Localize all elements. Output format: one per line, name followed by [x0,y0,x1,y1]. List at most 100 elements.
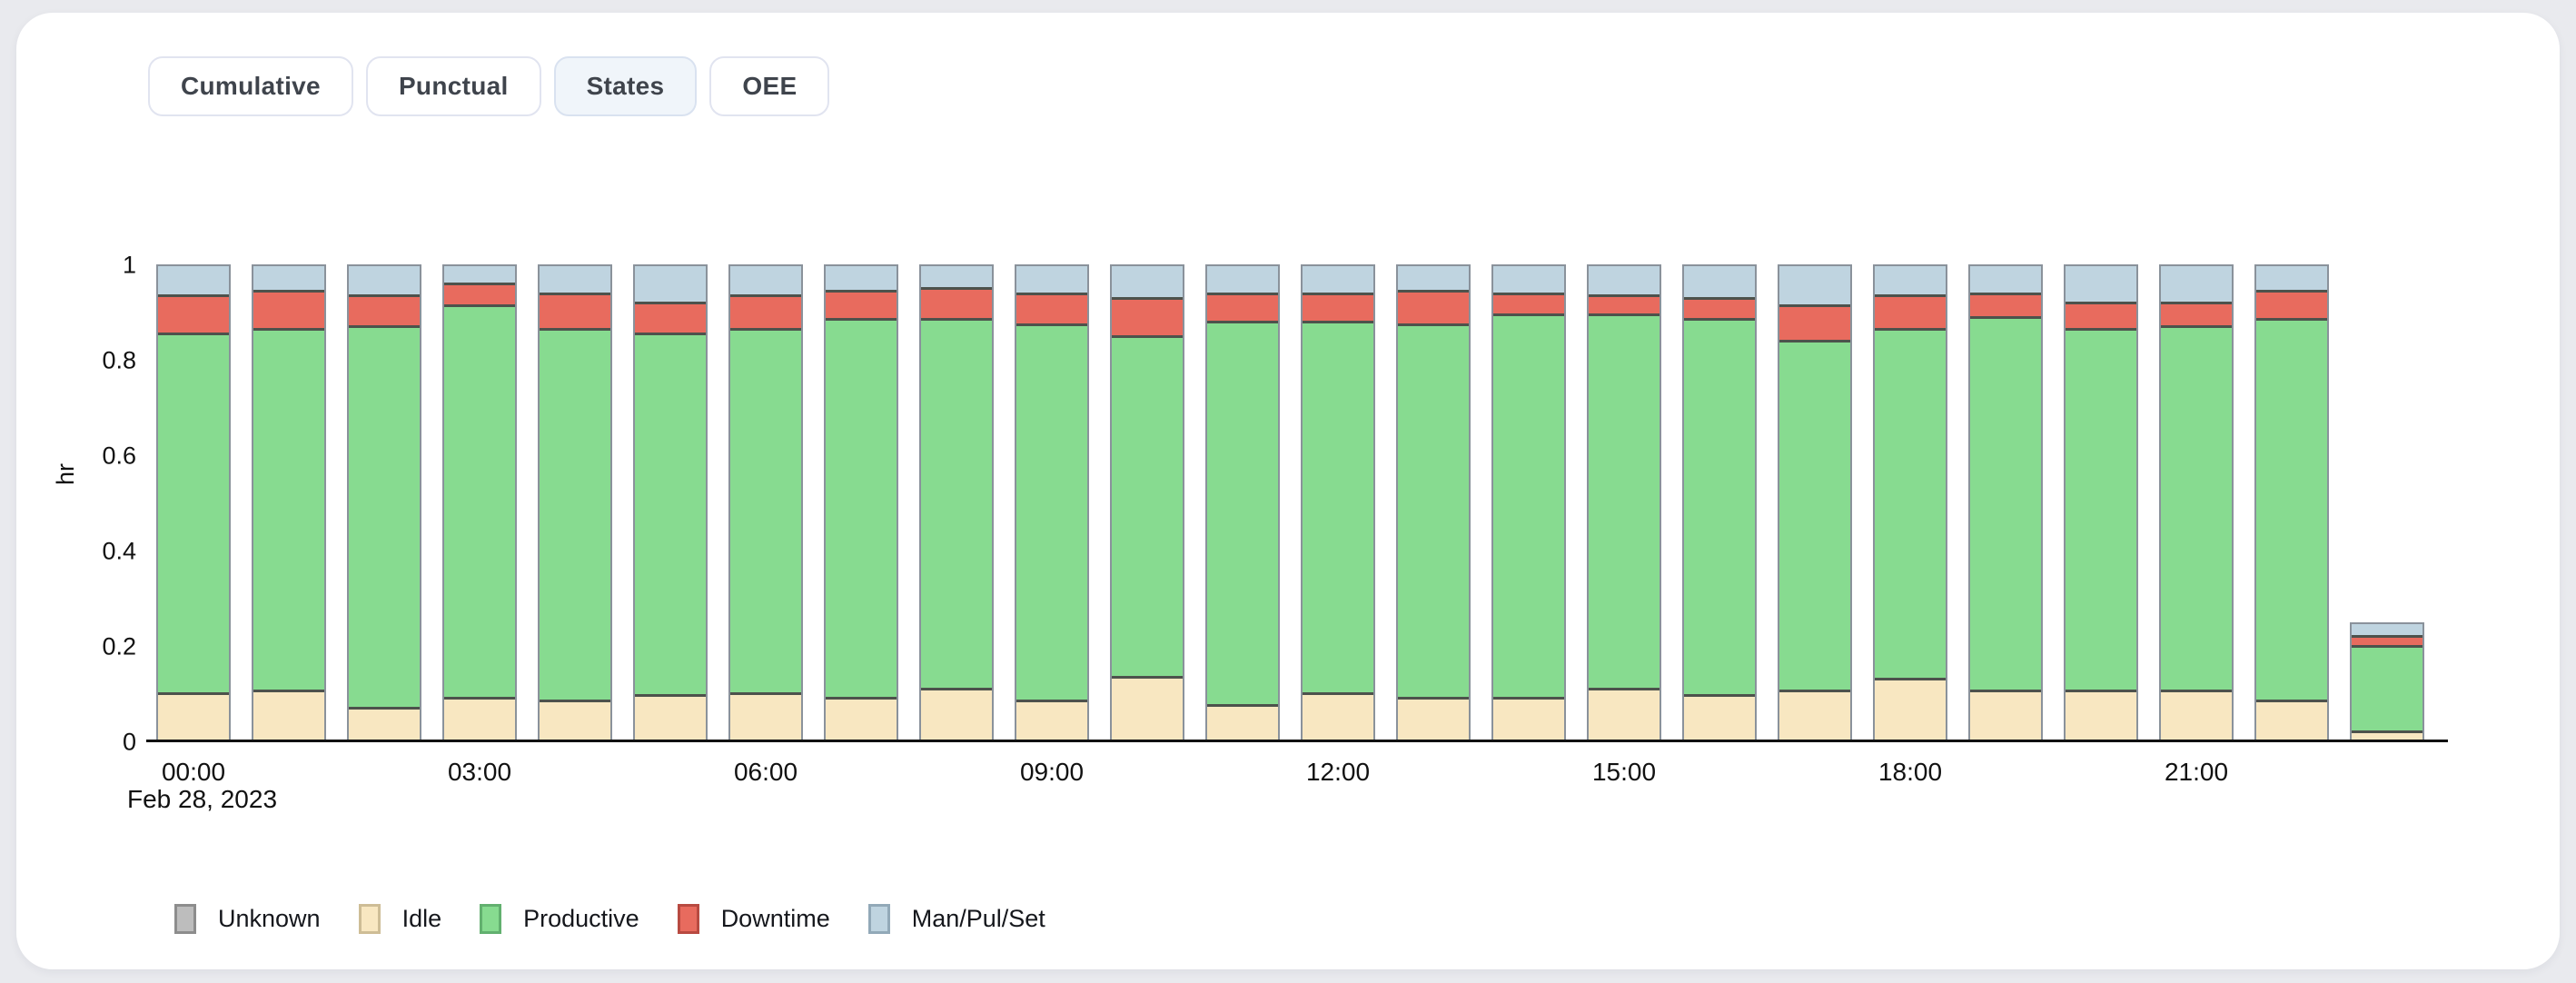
bar-column-14:00[interactable] [1491,264,1566,741]
bar-segment-idle [540,699,610,740]
tab-cumulative[interactable]: Cumulative [148,56,353,116]
bar-segment-man-pul-set [444,266,515,283]
bar-segment-man-pul-set [1493,266,1564,293]
bar-column-03:00[interactable] [442,264,517,741]
bar-column-00:00[interactable] [156,264,231,741]
bar-segment-productive [1112,334,1183,676]
bar-column-21:00[interactable] [2159,264,2234,741]
bar-column-13:00[interactable] [1396,264,1471,741]
bar-segment-man-pul-set [1589,266,1660,295]
bar-segment-man-pul-set [2161,266,2232,303]
chart-card: Cumulative Punctual States OEE hr 0 0.2 0.4 0.… [16,13,2560,969]
bar-segment-idle [1875,678,1946,740]
x-tick-label: 06:00 [733,758,798,786]
bar-segment-productive [1970,315,2041,690]
legend-item-man-pul-set[interactable]: Man/Pul/Set [867,904,1045,934]
bar-column-08:00[interactable] [919,264,994,741]
legend-item-downtime[interactable]: Downtime [677,904,830,934]
bar-segment-man-pul-set [1970,266,2041,293]
bar-segment-downtime [1016,292,1087,323]
bar-segment-productive [635,332,706,695]
bar-segment-productive [2256,318,2327,700]
bar-segment-productive [2066,327,2136,690]
x-tick-label: 18:00 [1878,758,1943,786]
bar-column-09:00[interactable] [1015,264,1089,741]
bar-column-18:00[interactable] [1873,264,1947,741]
legend-item-idle[interactable]: Idle [358,904,442,934]
bar-segment-idle [1589,687,1660,740]
legend-label: Idle [401,905,442,932]
bar-segment-man-pul-set [253,266,324,291]
bar-segment-idle [1016,699,1087,740]
bar-segment-man-pul-set [730,266,801,295]
bar-segment-idle [1684,694,1755,740]
bar-segment-man-pul-set [1016,266,1087,293]
bar-segment-downtime [730,294,801,328]
tab-oee[interactable]: OEE [709,56,830,116]
bar-segment-downtime [1303,292,1373,321]
bar-column-16:00[interactable] [1682,264,1757,741]
bar-segment-idle [1303,691,1373,740]
bar-segment-man-pul-set [1112,266,1183,297]
bar-column-15:00[interactable] [1587,264,1661,741]
bar-column-23:00[interactable] [2350,621,2424,741]
bar-segment-productive [540,327,610,700]
bar-segment-man-pul-set [826,266,897,291]
bar-segment-idle [2161,690,2232,740]
bar-segment-productive [1303,320,1373,692]
bar-segment-idle [921,687,992,740]
bar-segment-downtime [1875,294,1946,328]
bar-segment-downtime [253,290,324,328]
legend-label: Man/Pul/Set [911,905,1045,932]
bar-segment-idle [1970,690,2041,740]
y-tick-label: 1 [122,251,136,279]
bar-segment-idle [444,697,515,740]
bar-segment-downtime [349,294,420,326]
legend-item-productive[interactable]: Productive [480,904,639,934]
legend-item-unknown[interactable]: Unknown [174,904,321,934]
tab-punctual[interactable]: Punctual [365,56,541,116]
bar-segment-downtime [444,283,515,304]
bar-column-02:00[interactable] [347,264,421,741]
bar-column-19:00[interactable] [1968,264,2043,741]
bar-column-20:00[interactable] [2064,264,2138,741]
bar-column-17:00[interactable] [1778,264,1852,741]
bar-column-10:00[interactable] [1110,264,1184,741]
y-tick-label: 0.2 [102,632,136,660]
bar-column-01:00[interactable] [252,264,326,741]
bar-column-05:00[interactable] [633,264,708,741]
bar-segment-downtime [1779,303,1850,340]
bar-segment-productive [1684,318,1755,695]
bar-segment-idle [1112,675,1183,740]
bar-column-11:00[interactable] [1205,264,1280,741]
view-tabs: Cumulative Punctual States OEE [148,56,830,116]
bar-segment-productive [444,303,515,698]
bar-segment-man-pul-set [2256,266,2327,291]
x-tick-label: 00:00 [161,758,226,786]
bar-segment-productive [1398,323,1469,698]
tab-states[interactable]: States [553,56,698,116]
y-tick-label: 0.8 [102,346,136,374]
bar-segment-downtime [2256,290,2327,319]
bar-segment-idle [2352,730,2422,740]
legend-swatch [174,904,196,934]
bar-column-06:00[interactable] [728,264,803,741]
y-tick-label: 0 [122,728,136,756]
bar-segment-idle [158,691,229,740]
bar-segment-productive [158,332,229,692]
bar-segment-man-pul-set [921,266,992,288]
legend-label: Productive [523,905,639,932]
bar-column-22:00[interactable] [2254,264,2329,741]
bar-segment-downtime [1207,292,1278,321]
bar-segment-productive [2161,325,2232,690]
bar-column-12:00[interactable] [1301,264,1375,741]
x-tick-label: 15:00 [1591,758,1657,786]
bar-segment-downtime [921,287,992,319]
x-tick-label: 03:00 [447,758,512,786]
legend-swatch [677,904,699,934]
x-tick-label: 21:00 [2164,758,2229,786]
bar-column-04:00[interactable] [538,264,612,741]
bar-column-07:00[interactable] [824,264,898,741]
bar-segment-man-pul-set [1398,266,1469,291]
